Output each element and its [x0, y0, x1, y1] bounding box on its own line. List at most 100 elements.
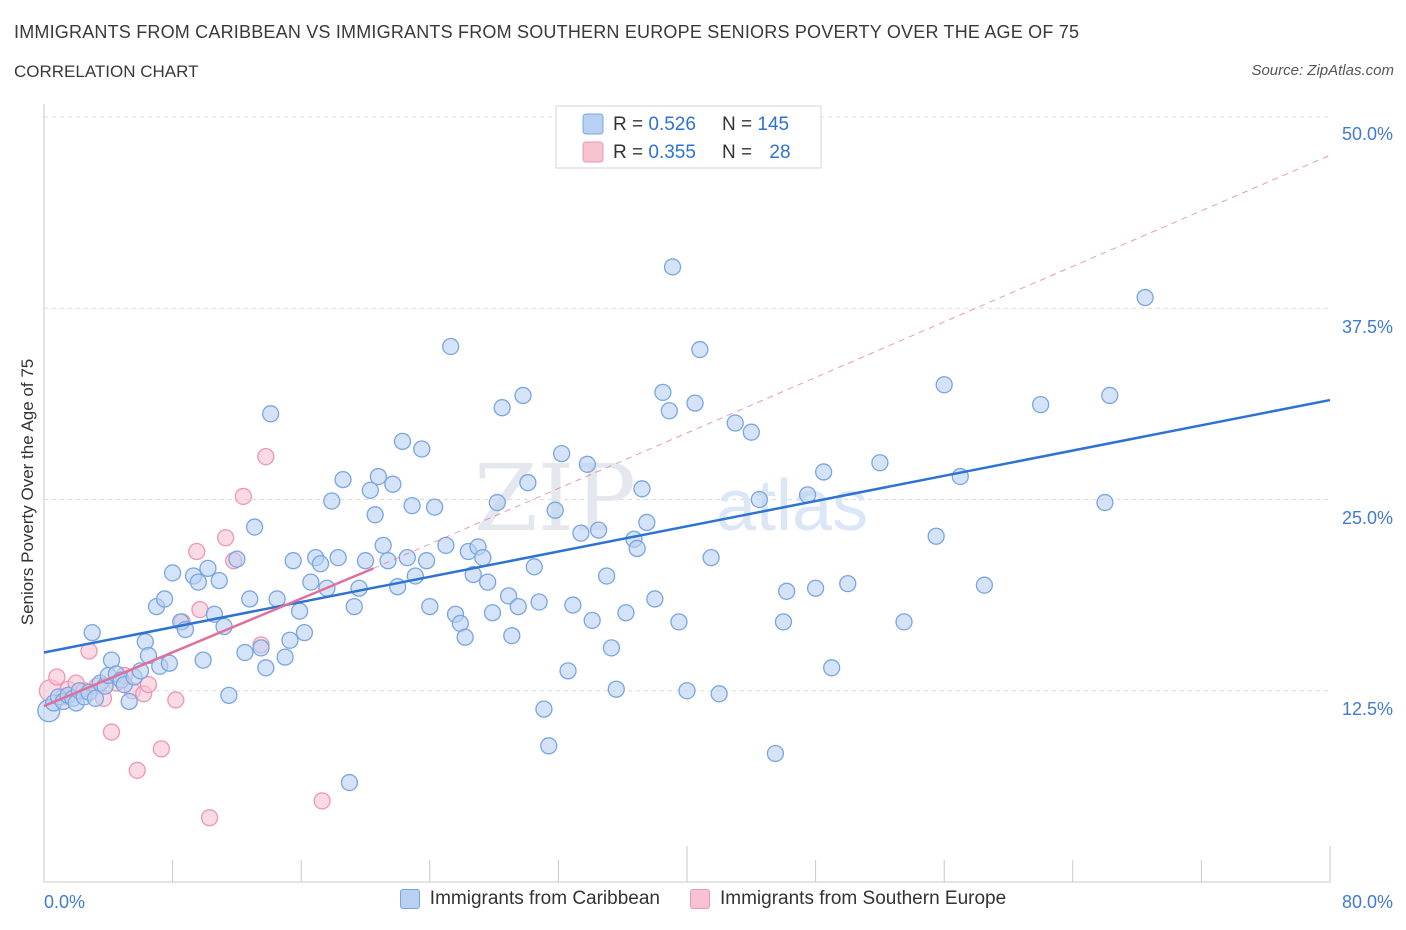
southern-europe-point — [102, 723, 121, 741]
caribbean-point — [83, 623, 101, 642]
y-tick-label-50: 50.0% — [1342, 124, 1393, 144]
caribbean-point — [927, 527, 945, 545]
southern-europe-point — [139, 675, 158, 694]
legend-item-southern-europe[interactable]: Immigrants from Southern Europe — [690, 888, 1006, 910]
caribbean-point — [597, 567, 616, 585]
series-caribbean — [37, 258, 1154, 792]
y-axis-label: Seniors Poverty Over the Age of 75 — [18, 359, 37, 625]
caribbean-point — [474, 548, 492, 567]
caribbean-point — [499, 587, 518, 605]
caribbean-point — [379, 552, 397, 570]
caribbean-point — [646, 590, 664, 608]
caribbean-point — [398, 548, 416, 567]
caribbean-point — [220, 686, 238, 704]
caribbean-point — [535, 700, 553, 718]
southern-europe-point — [216, 529, 235, 547]
tick-labels: 0.0% 80.0% 12.5% 25.0% 37.5% 50.0% — [44, 124, 1393, 912]
caribbean-point — [660, 402, 678, 420]
legend-swatch-southern-europe — [582, 141, 604, 163]
caribbean-point — [766, 744, 785, 763]
caribbean-point — [413, 440, 431, 458]
caribbean-point — [290, 602, 309, 620]
trend-line-caribbean — [43, 398, 1331, 654]
caribbean-point — [578, 455, 596, 473]
legend-n-value-southern-europe: 28 — [769, 142, 790, 163]
svg-text:R = 0.526: R = 0.526 — [613, 114, 696, 135]
caribbean-point — [257, 659, 275, 677]
legend-item-caribbean[interactable]: Immigrants from Caribbean — [399, 888, 660, 910]
caribbean-point — [572, 524, 590, 542]
caribbean-point — [823, 659, 841, 677]
y-tick-label-25: 25.0% — [1342, 508, 1393, 528]
caribbean-point — [281, 631, 299, 649]
southern-europe-point — [191, 601, 209, 619]
southern-europe-point — [128, 761, 146, 779]
caribbean-point — [262, 405, 280, 423]
caribbean-point — [602, 639, 621, 657]
legend-swatch-southern-europe — [690, 889, 710, 909]
southern-europe-point — [48, 668, 66, 686]
chart-title: IMMIGRANTS FROM CARIBBEAN VS IMMIGRANTS … — [14, 22, 1080, 42]
caribbean-point — [456, 628, 474, 646]
caribbean-point — [503, 627, 521, 645]
caribbean-point — [678, 682, 696, 700]
source-label: Source: ZipAtlas.com — [1251, 62, 1394, 79]
caribbean-point — [442, 337, 460, 356]
legend-swatch-caribbean — [582, 113, 604, 135]
caribbean-point — [617, 604, 635, 622]
caribbean-point — [839, 575, 857, 593]
caribbean-point — [417, 552, 436, 570]
caribbean-point — [975, 576, 994, 594]
caribbean-point — [483, 604, 502, 622]
caribbean-point — [726, 414, 744, 432]
trend-line-southern-europe — [43, 567, 375, 708]
x-tick-label-min: 0.0% — [44, 892, 85, 912]
caribbean-point — [702, 548, 720, 567]
y-tick-label-37-5: 37.5% — [1342, 317, 1393, 337]
legend-label-southern-europe: Immigrants from Southern Europe — [720, 888, 1007, 909]
caribbean-point — [1032, 395, 1050, 414]
caribbean-point — [530, 593, 548, 611]
caribbean-point — [302, 573, 320, 591]
caribbean-point — [654, 383, 672, 402]
caribbean-point — [488, 493, 506, 512]
x-tick-label-max: 80.0% — [1342, 892, 1393, 912]
caribbean-point — [1101, 386, 1119, 405]
caribbean-point — [245, 518, 264, 536]
caribbean-point — [686, 394, 704, 412]
southern-europe-point — [234, 487, 252, 506]
caribbean-point — [519, 474, 537, 492]
southern-europe-point — [313, 792, 331, 810]
caribbean-point — [514, 386, 532, 405]
caribbean-point — [374, 536, 392, 555]
legend-n-value-caribbean: 145 — [757, 114, 789, 135]
southern-europe-point — [152, 740, 170, 758]
caribbean-point — [323, 492, 341, 510]
caribbean-point — [895, 613, 913, 631]
caribbean-point — [638, 513, 656, 532]
caribbean-point — [583, 611, 601, 630]
caribbean-point — [546, 501, 564, 519]
caribbean-point — [710, 685, 728, 703]
caribbean-point — [361, 481, 379, 499]
caribbean-point — [403, 496, 421, 515]
caribbean-point — [663, 258, 682, 276]
stats-legend: R = 0.526 N = 145 R = 0.355 N = 28 — [555, 105, 822, 169]
caribbean-point — [199, 559, 217, 577]
caribbean-point — [691, 340, 709, 359]
caribbean-point — [295, 623, 314, 642]
caribbean-point — [369, 467, 388, 486]
legend-r-value-caribbean: 0.526 — [648, 114, 696, 135]
caribbean-point — [241, 590, 259, 608]
caribbean-point — [340, 773, 359, 792]
caribbean-point — [628, 539, 646, 558]
caribbean-point — [160, 654, 179, 672]
caribbean-point — [509, 597, 527, 616]
caribbean-point — [86, 689, 105, 708]
caribbean-point — [311, 555, 330, 573]
southern-europe-point — [188, 542, 206, 561]
axes — [43, 104, 1331, 883]
caribbean-point — [814, 463, 833, 481]
caribbean-point — [356, 552, 375, 570]
trend-lines — [43, 154, 1331, 708]
